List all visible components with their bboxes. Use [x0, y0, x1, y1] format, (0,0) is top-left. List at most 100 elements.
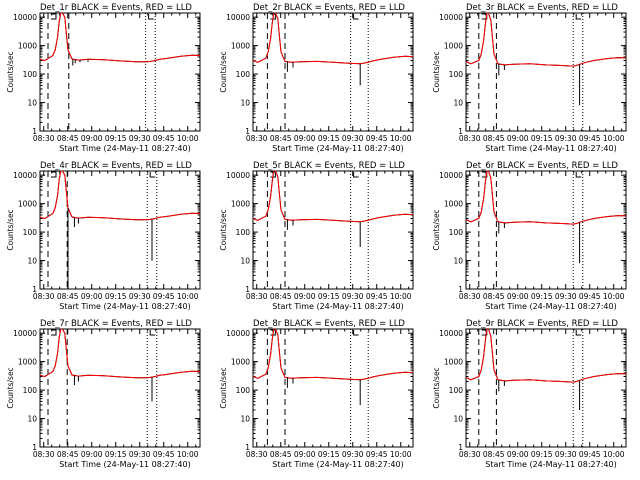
x-tick-label: 08:30	[33, 292, 55, 301]
y-axis-label: Counts/sec	[219, 51, 228, 92]
plot-frame	[39, 170, 201, 290]
y-tick-label: 10	[27, 415, 37, 424]
chart-panel-2: Det_2r BLACK = Events, RED = LLD 1 10 100 10…	[219, 3, 414, 153]
panel-title: Det_7r BLACK = Events, RED = LLD	[40, 319, 192, 329]
x-tick-label: 08:30	[246, 134, 268, 143]
x-tick-label: 09:15	[531, 292, 553, 301]
series-line-lld	[40, 329, 200, 379]
flag-marker	[51, 329, 57, 336]
x-tick-label: 10:00	[177, 292, 199, 301]
y-tick-label: 1000	[231, 200, 250, 209]
series-line-lld	[253, 329, 413, 381]
panel-title: Det_1r BLACK = Events, RED = LLD	[40, 3, 192, 13]
y-tick-label: 1	[245, 285, 250, 294]
plot-frame	[252, 328, 414, 448]
series-line-events	[253, 171, 413, 223]
y-axis-label: Counts/sec	[219, 367, 228, 408]
y-tick-label: 100	[449, 386, 464, 395]
x-tick-label: 09:15	[318, 134, 340, 143]
x-tick-label: 09:15	[318, 450, 340, 459]
y-tick-label: 10	[453, 257, 463, 266]
y-tick-label: 1	[32, 127, 37, 136]
x-tick-label: 08:45	[57, 450, 79, 459]
y-tick-label: 10000	[226, 171, 250, 180]
x-tick-label: 10:00	[177, 134, 199, 143]
chart-panel-6: Det_6r BLACK = Events, RED = LLD 1 10 100 10…	[432, 161, 627, 311]
y-tick-label: 1000	[18, 358, 37, 367]
x-tick-label: 09:45	[579, 134, 601, 143]
x-tick-label: 09:30	[555, 450, 577, 459]
x-tick-label: 08:45	[270, 450, 292, 459]
y-tick-label: 1000	[18, 42, 37, 51]
series-line-lld	[40, 13, 200, 63]
series-line-events	[253, 329, 413, 381]
x-tick-label: 09:45	[153, 292, 175, 301]
series-line-lld	[253, 171, 413, 223]
x-tick-label: 08:45	[57, 134, 79, 143]
x-tick-label: 09:30	[555, 134, 577, 143]
y-tick-label: 10000	[439, 171, 463, 180]
y-tick-label: 1000	[231, 358, 250, 367]
y-tick-label: 10000	[13, 13, 37, 22]
y-tick-label: 10	[240, 99, 250, 108]
x-axis-label: Start Time (24-May-11 08:27:40)	[59, 302, 190, 311]
x-tick-label: 10:00	[603, 292, 625, 301]
x-axis-label: Start Time (24-May-11 08:27:40)	[485, 144, 616, 153]
y-tick-label: 10	[240, 415, 250, 424]
x-tick-label: 09:45	[366, 292, 388, 301]
x-tick-label: 09:45	[366, 450, 388, 459]
y-tick-label: 1000	[444, 200, 463, 209]
x-axis-label: Start Time (24-May-11 08:27:40)	[59, 144, 190, 153]
x-tick-label: 09:15	[531, 450, 553, 459]
flag-marker	[51, 171, 57, 178]
x-axis-label: Start Time (24-May-11 08:27:40)	[485, 460, 616, 469]
y-tick-label: 10000	[13, 329, 37, 338]
y-tick-label: 1	[32, 285, 37, 294]
x-tick-label: 09:00	[507, 134, 529, 143]
x-tick-label: 08:30	[33, 450, 55, 459]
x-axis-label: Start Time (24-May-11 08:27:40)	[272, 144, 403, 153]
x-tick-label: 08:45	[270, 292, 292, 301]
series-line-events	[40, 13, 200, 63]
flag-marker	[575, 330, 582, 336]
panel-title: Det_9r BLACK = Events, RED = LLD	[466, 319, 618, 329]
panel-title: Det_4r BLACK = Events, RED = LLD	[40, 161, 192, 171]
y-tick-label: 1000	[444, 358, 463, 367]
x-tick-label: 08:45	[483, 292, 505, 301]
chart-panel-8: Det_8r BLACK = Events, RED = LLD 1 10 100 10…	[219, 319, 414, 469]
y-tick-label: 10000	[439, 13, 463, 22]
x-tick-label: 09:45	[366, 134, 388, 143]
panel-title: Det_3r BLACK = Events, RED = LLD	[466, 3, 618, 13]
x-tick-label: 09:00	[507, 450, 529, 459]
x-tick-label: 09:30	[129, 450, 151, 459]
y-axis-label: Counts/sec	[219, 209, 228, 250]
series-line-events	[466, 329, 626, 383]
x-tick-label: 09:45	[579, 292, 601, 301]
x-tick-label: 09:15	[318, 292, 340, 301]
y-tick-label: 1	[458, 127, 463, 136]
y-tick-label: 1	[245, 127, 250, 136]
panel-title: Det_8r BLACK = Events, RED = LLD	[253, 319, 405, 329]
x-tick-label: 09:30	[555, 292, 577, 301]
plot-frame	[39, 12, 201, 132]
flag-marker	[575, 14, 582, 20]
x-tick-label: 09:00	[294, 134, 316, 143]
x-tick-label: 08:30	[459, 450, 481, 459]
chart-panel-9: Det_9r BLACK = Events, RED = LLD 1 10 100 10…	[432, 319, 627, 469]
y-tick-label: 100	[449, 70, 464, 79]
x-tick-label: 10:00	[390, 292, 412, 301]
x-tick-label: 10:00	[603, 450, 625, 459]
x-tick-label: 09:15	[105, 450, 127, 459]
x-tick-label: 09:15	[105, 292, 127, 301]
series-line-lld	[466, 13, 626, 67]
y-tick-label: 10000	[13, 171, 37, 180]
y-tick-label: 10	[27, 257, 37, 266]
y-tick-label: 10000	[226, 13, 250, 22]
y-axis-label: Counts/sec	[432, 209, 441, 250]
x-tick-label: 09:00	[507, 292, 529, 301]
x-tick-label: 10:00	[603, 134, 625, 143]
x-tick-label: 09:45	[153, 450, 175, 459]
x-tick-label: 09:00	[81, 450, 103, 459]
x-tick-label: 09:45	[579, 450, 601, 459]
flag-marker	[575, 172, 582, 178]
